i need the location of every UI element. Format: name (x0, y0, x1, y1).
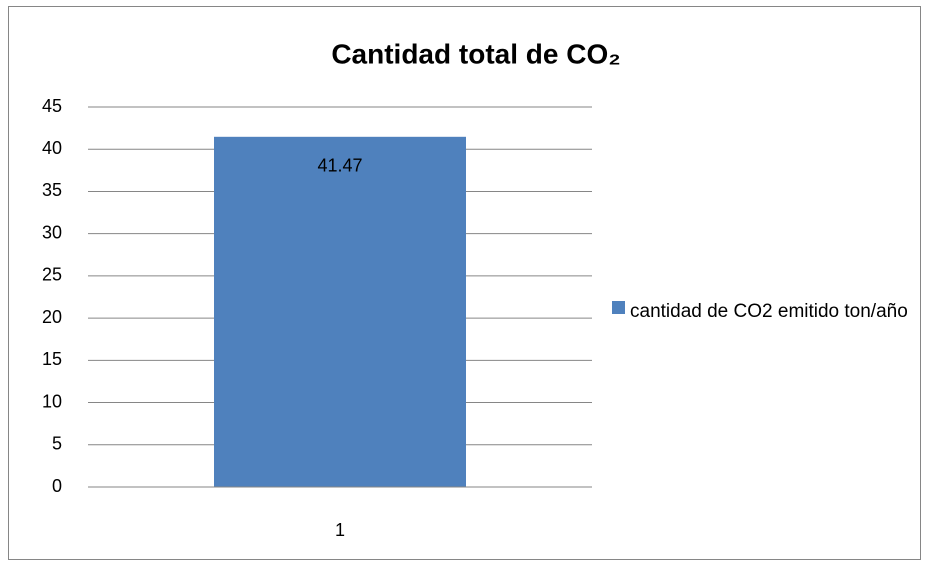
y-tick-label: 5 (52, 434, 62, 454)
y-tick-label: 35 (42, 180, 62, 200)
y-tick-label: 30 (42, 222, 62, 242)
bar (214, 136, 466, 487)
chart-title: Cantidad total de CO₂ (331, 38, 620, 69)
y-tick-label: 0 (52, 476, 62, 496)
x-tick-label: 1 (335, 520, 345, 540)
data-label: 41.47 (317, 156, 362, 176)
y-tick-label: 25 (42, 265, 62, 285)
y-tick-label: 10 (42, 391, 62, 411)
legend-swatch (612, 301, 625, 314)
y-tick-label: 20 (42, 307, 62, 327)
y-tick-label: 45 (42, 96, 62, 116)
y-tick-label: 15 (42, 349, 62, 369)
y-tick-label: 40 (42, 138, 62, 158)
legend-label: cantidad de CO2 emitido ton/año (630, 301, 908, 322)
